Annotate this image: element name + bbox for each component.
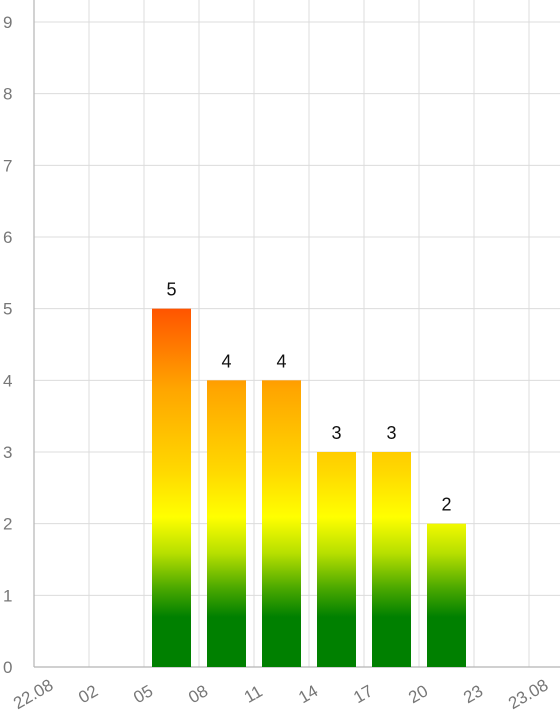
x-tick-label: 20: [405, 681, 431, 707]
y-tick-label: 7: [3, 156, 12, 175]
data-label-20: 3: [386, 423, 396, 443]
grid: [34, 0, 560, 667]
x-tick-label: 17: [350, 681, 376, 707]
data-label-14: 4: [276, 351, 286, 371]
x-tick-label: 05: [130, 681, 156, 707]
x-tick-label: 14: [295, 681, 321, 707]
x-tick-label: 02: [75, 681, 101, 707]
bar-20[interactable]: [372, 452, 411, 667]
bars: [152, 308, 466, 667]
bar-11[interactable]: [207, 380, 246, 667]
y-tick-label: 2: [3, 515, 12, 534]
data-labels: 5 4 4 3 3 2: [166, 280, 451, 515]
x-tick-label: 23.08: [505, 675, 551, 713]
y-tick-label: 6: [3, 228, 12, 247]
bar-14[interactable]: [262, 380, 301, 667]
bar-23[interactable]: [427, 523, 466, 667]
bar-17[interactable]: [317, 452, 356, 667]
y-tick-label: 3: [3, 443, 12, 462]
data-label-11: 4: [221, 351, 231, 371]
y-tick-label: 9: [3, 13, 12, 32]
y-tick-label: 0: [3, 658, 12, 677]
x-tick-label: 22.08: [10, 675, 56, 713]
y-tick-label: 1: [3, 586, 12, 605]
y-tick-label: 8: [3, 85, 12, 104]
data-label-08: 5: [166, 280, 176, 300]
y-tick-label: 4: [3, 371, 12, 390]
bar-08[interactable]: [152, 308, 191, 667]
y-tick-label: 5: [3, 300, 12, 319]
x-tick-label: 11: [241, 682, 266, 707]
data-label-23: 2: [441, 495, 451, 515]
data-label-17: 3: [331, 423, 341, 443]
x-tick-label: 23: [460, 681, 486, 707]
x-tick-label: 08: [185, 681, 211, 707]
